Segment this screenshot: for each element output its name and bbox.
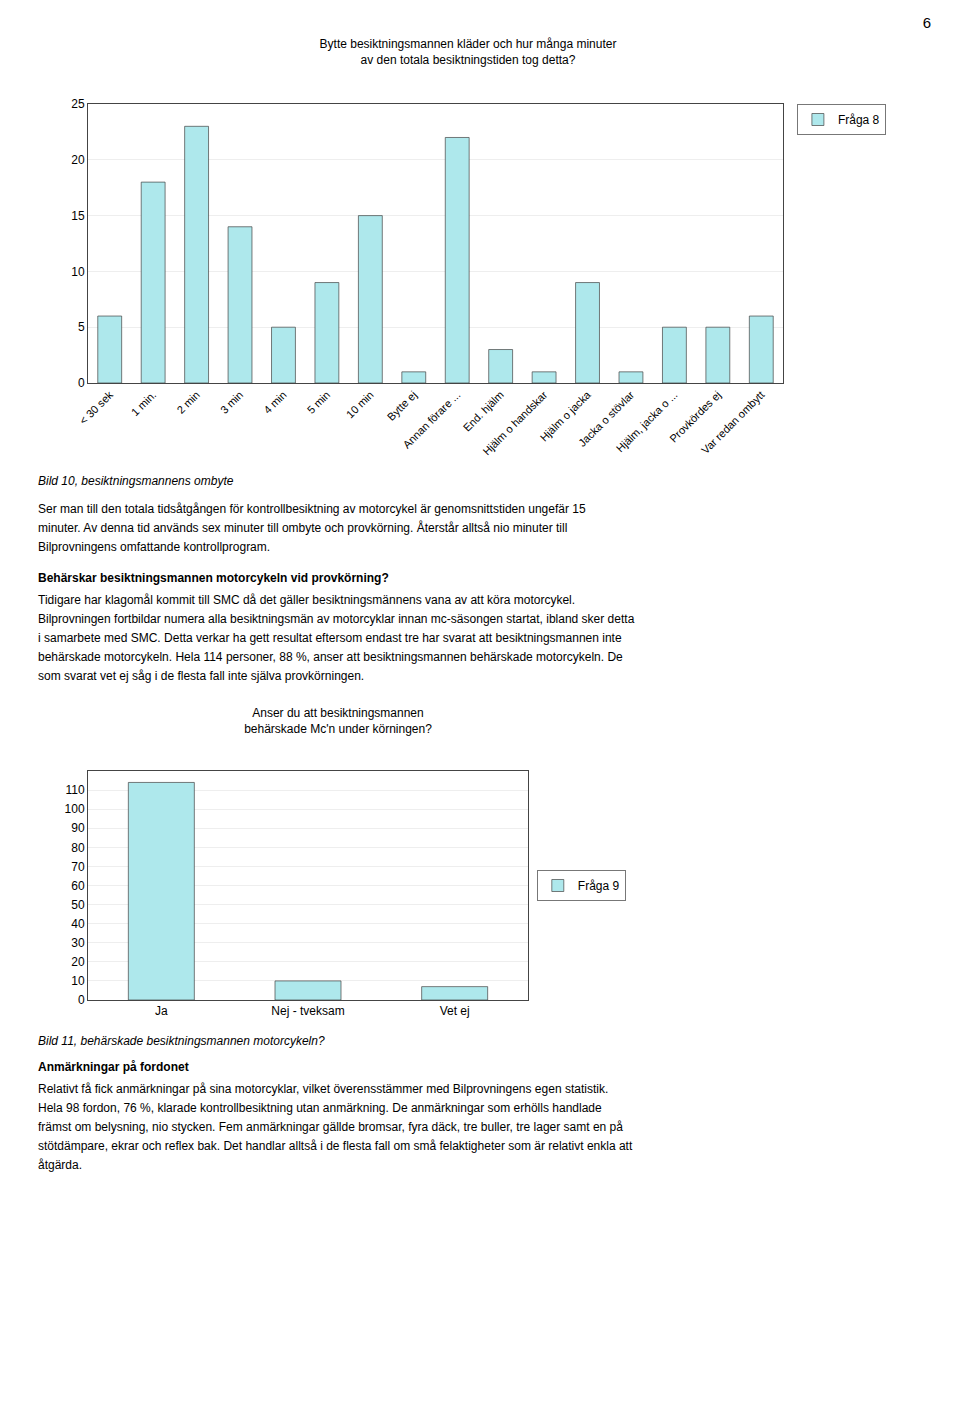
svg-text:0: 0 <box>78 376 85 390</box>
svg-text:Provkördes ej: Provkördes ej <box>667 389 723 445</box>
svg-text:Hjälm o handskar: Hjälm o handskar <box>480 388 549 457</box>
svg-text:5: 5 <box>78 320 85 334</box>
svg-text:Ja: Ja <box>155 1004 168 1018</box>
svg-text:1 min.: 1 min. <box>129 389 159 419</box>
svg-text:10 min: 10 min <box>344 389 376 421</box>
svg-text:100: 100 <box>65 802 85 816</box>
svg-text:10: 10 <box>71 265 85 279</box>
html-text:Hela 98 fordon, 76 %, klarade: Hela 98 fordon, 76 %, klarade kontrollbe… <box>38 1101 602 1115</box>
svg-text:20: 20 <box>71 153 85 167</box>
svg-text:< 30 sek: < 30 sek <box>77 388 115 426</box>
svg-text:Jacka o stövlar: Jacka o stövlar <box>576 388 637 449</box>
svg-text:60: 60 <box>71 879 85 893</box>
svg-text:2 min: 2 min <box>174 389 202 417</box>
html-text:Behärskar besiktningsmannen mo: Behärskar besiktningsmannen motorcykeln … <box>38 571 389 585</box>
html-text:Bild 11, behärskade besiktning: Bild 11, behärskade besiktningsmannen mo… <box>38 1034 325 1048</box>
svg-text:80: 80 <box>71 841 85 855</box>
svg-text:Annan förare ...: Annan förare ... <box>400 389 462 451</box>
html-text:minuter. Av denna tid används: minuter. Av denna tid används sex minute… <box>38 521 568 535</box>
html-text:stötdämpare, ekrar och reflex: stötdämpare, ekrar och reflex bak. Det h… <box>38 1139 633 1153</box>
svg-text:4 min: 4 min <box>261 389 289 417</box>
svg-text:Hjälm, jacka o ...: Hjälm, jacka o ... <box>614 389 680 455</box>
svg-text:0: 0 <box>78 993 85 1007</box>
svg-text:Hjälm o jacka: Hjälm o jacka <box>538 388 594 444</box>
svg-text:110: 110 <box>65 783 84 797</box>
html-text:Ser man till den totala tidsåt: Ser man till den totala tidsåtgången för… <box>38 502 586 516</box>
html-text:6: 6 <box>922 14 931 31</box>
svg-text:End. hjälm: End. hjälm <box>461 389 506 434</box>
svg-text:20: 20 <box>71 955 85 969</box>
svg-text:50: 50 <box>71 898 85 912</box>
svg-text:25: 25 <box>71 97 85 111</box>
svg-text:Nej - tveksam: Nej - tveksam <box>271 1004 344 1018</box>
html-text:Bilprovningen fortbildar numer: Bilprovningen fortbildar numera alla bes… <box>38 612 635 626</box>
html-text:Bilprovningens omfattande kont: Bilprovningens omfattande kontrollprogra… <box>38 540 271 554</box>
svg-text:Bytte besiktningsmannen kläder: Bytte besiktningsmannen kläder och hur m… <box>320 37 617 67</box>
svg-text:Fråga 8: Fråga 8 <box>838 113 880 127</box>
svg-text:Vet ej: Vet ej <box>440 1004 470 1018</box>
html-text:Anmärkningar på fordonet: Anmärkningar på fordonet <box>38 1060 189 1074</box>
html-text:åtgärda.: åtgärda. <box>38 1158 82 1172</box>
html-text:främst om belysning, nio styck: främst om belysning, nio stycken. Fem an… <box>38 1120 623 1134</box>
svg-text:30: 30 <box>71 936 85 950</box>
html-text:i samarbete med SMC. Detta ver: i samarbete med SMC. Detta verkar ha get… <box>38 631 622 645</box>
svg-text:15: 15 <box>71 209 85 223</box>
svg-text:5 min: 5 min <box>305 389 333 417</box>
svg-text:90: 90 <box>71 821 85 835</box>
html-text:Tidigare har klagomål kommit t: Tidigare har klagomål kommit till SMC då… <box>38 593 576 607</box>
svg-text:40: 40 <box>71 917 85 931</box>
html-text:som svarat vet ej såg i de fle: som svarat vet ej såg i de flesta fall i… <box>38 669 365 683</box>
svg-text:10: 10 <box>71 974 85 988</box>
svg-text:Bytte ej: Bytte ej <box>385 389 419 423</box>
svg-text:3 min: 3 min <box>218 389 246 417</box>
html-text:behärskade motorcykeln. Hela 1: behärskade motorcykeln. Hela 114 persone… <box>38 650 623 664</box>
html-text:Bild 10, besiktningsmannens om: Bild 10, besiktningsmannens ombyte <box>38 474 234 488</box>
html-text:Relativt få fick anmärkningar: Relativt få fick anmärkningar på sina mo… <box>38 1082 609 1096</box>
svg-text:Fråga 9: Fråga 9 <box>578 879 620 893</box>
svg-text:70: 70 <box>71 860 85 874</box>
svg-text:Var redan ombytt: Var redan ombytt <box>699 389 767 457</box>
svg-text:Anser du att besiktningsmannen: Anser du att besiktningsmannenbehärskade… <box>244 706 432 736</box>
